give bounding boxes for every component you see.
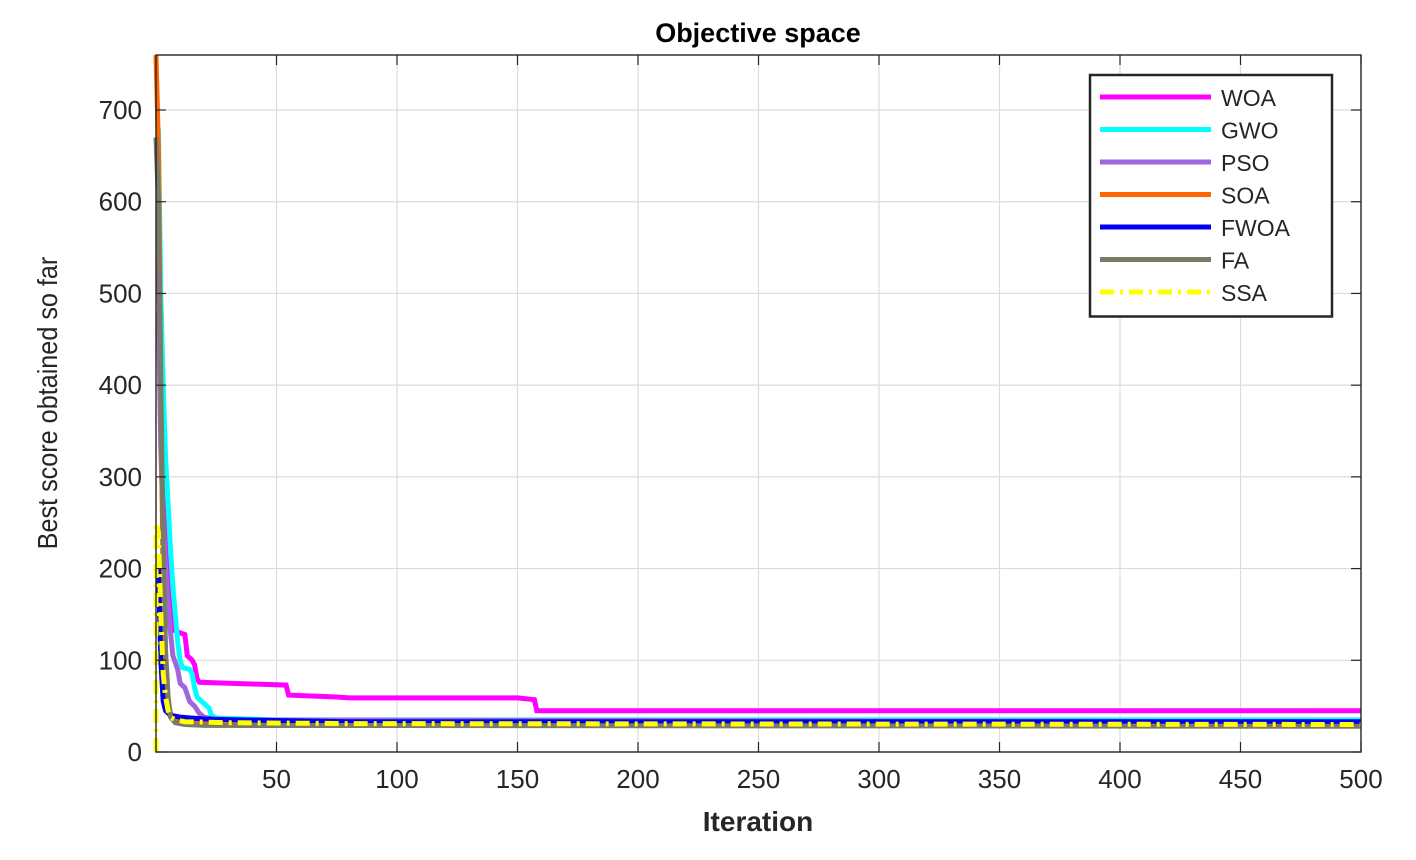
legend-label-fwoa: FWOA bbox=[1221, 215, 1291, 241]
series-line-gwo bbox=[155, 128, 1361, 723]
legend-label-pso: PSO bbox=[1221, 150, 1270, 176]
x-tick-label: 200 bbox=[616, 764, 659, 794]
series-line-fa bbox=[153, 137, 1362, 729]
chart-title: Objective space bbox=[655, 18, 861, 48]
x-tick-label: 100 bbox=[375, 764, 418, 794]
legend-label-fa: FA bbox=[1221, 248, 1250, 274]
series-line-woa bbox=[155, 256, 1361, 714]
y-tick-label: 200 bbox=[99, 554, 142, 584]
x-tick-label: 300 bbox=[857, 764, 900, 794]
y-tick-label: 300 bbox=[99, 462, 142, 492]
y-tick-label: 100 bbox=[99, 645, 142, 675]
legend-label-gwo: GWO bbox=[1221, 118, 1279, 144]
y-axis-label: Best score obtained so far bbox=[32, 257, 64, 550]
legend-label-ssa: SSA bbox=[1221, 280, 1268, 306]
y-tick-label: 700 bbox=[99, 95, 142, 125]
y-tick-label: 0 bbox=[128, 737, 142, 767]
legend-label-soa: SOA bbox=[1221, 183, 1270, 209]
y-tick-label: 400 bbox=[99, 370, 142, 400]
x-tick-label: 450 bbox=[1219, 764, 1262, 794]
x-tick-label: 150 bbox=[496, 764, 539, 794]
y-tick-label: 600 bbox=[99, 187, 142, 217]
legend-label-woa: WOA bbox=[1221, 85, 1277, 111]
x-tick-label: 350 bbox=[978, 764, 1021, 794]
series-line-ssa bbox=[153, 522, 1362, 752]
x-tick-label: 250 bbox=[737, 764, 780, 794]
x-axis-label: Iteration bbox=[703, 806, 813, 837]
x-tick-label: 500 bbox=[1339, 764, 1382, 794]
ticks: 50 100 150 200 250 300 350 400 450 500 0 100 200 300 4… bbox=[99, 55, 1383, 794]
legend: WOA GWO PSO SOA FWOA FA SSA bbox=[1088, 73, 1334, 318]
x-tick-label: 400 bbox=[1098, 764, 1141, 794]
y-tick-label: 500 bbox=[99, 278, 142, 308]
x-tick-label: 50 bbox=[262, 764, 291, 794]
